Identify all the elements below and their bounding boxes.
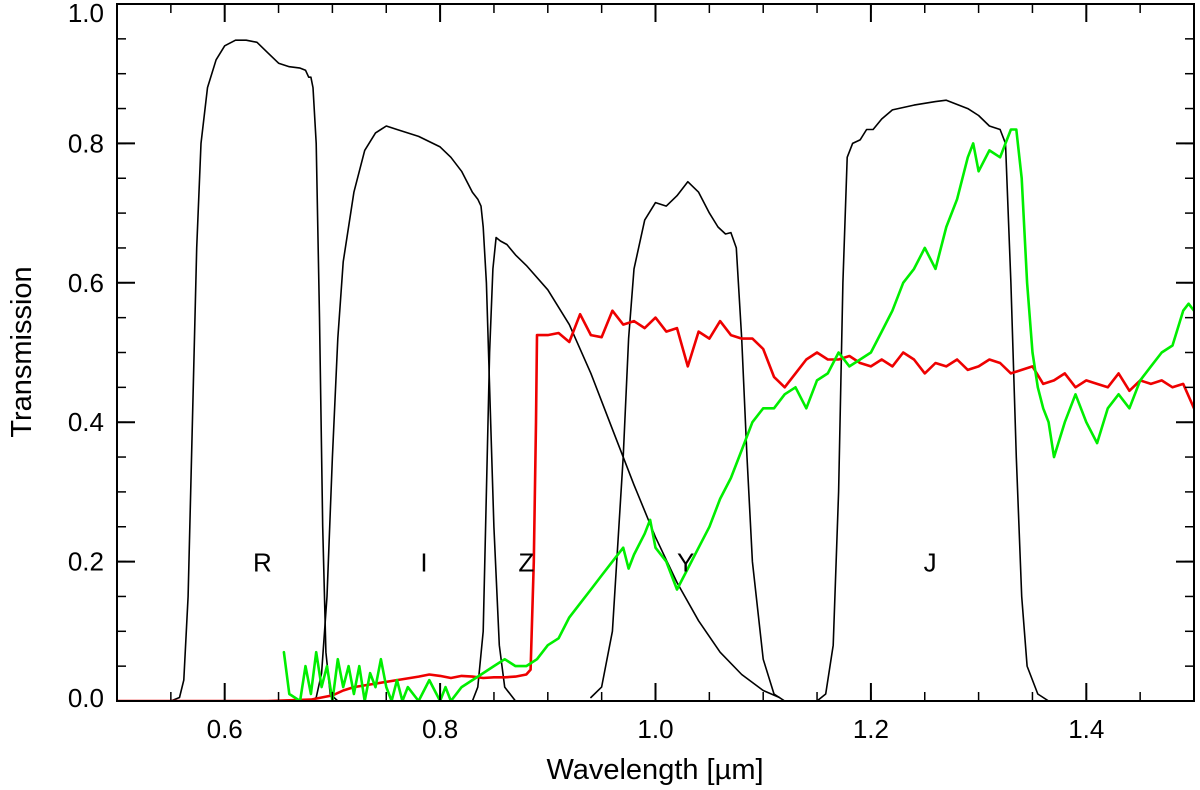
band-label-j: J xyxy=(924,548,937,578)
y-tick-label: 0.2 xyxy=(68,547,104,577)
y-axis-title: Transmission xyxy=(6,266,38,437)
y-tick-label: 0.0 xyxy=(68,683,104,713)
y-tick-label: 0.8 xyxy=(68,128,104,158)
x-tick-label: 0.8 xyxy=(422,714,458,744)
series-line-j-filter xyxy=(816,99,1050,701)
y-tick-label: 0.6 xyxy=(68,268,104,298)
series-line-r-filter xyxy=(117,39,339,701)
x-tick-label: 1.0 xyxy=(637,714,673,744)
band-label-z: Z xyxy=(518,548,534,578)
y-tick-label: 1.0 xyxy=(68,0,104,28)
tick-layer: 0.6 0.8 1.0 1.2 1.4 0.0 0.2 0.4 0.6 0.8 1.0 xyxy=(68,0,1195,744)
band-label-y: Y xyxy=(677,548,694,578)
series-line-green-spectrum xyxy=(282,128,1194,701)
x-tick-label: 1.4 xyxy=(1068,714,1104,744)
series-line-i-filter xyxy=(310,125,517,701)
series-line-y-filter xyxy=(590,180,786,701)
series-line-z-filter xyxy=(471,236,781,701)
band-label-i: I xyxy=(420,548,427,578)
plot-frame xyxy=(116,3,1195,702)
x-axis-title: Wavelength [µm] xyxy=(546,754,763,786)
series-line-red-spectrum xyxy=(117,309,1194,701)
x-tick-label: 1.2 xyxy=(853,714,889,744)
x-tick-label: 0.6 xyxy=(207,714,243,744)
y-tick-label: 0.4 xyxy=(68,407,104,437)
series-layer xyxy=(117,39,1194,701)
band-label-r: R xyxy=(253,548,272,578)
